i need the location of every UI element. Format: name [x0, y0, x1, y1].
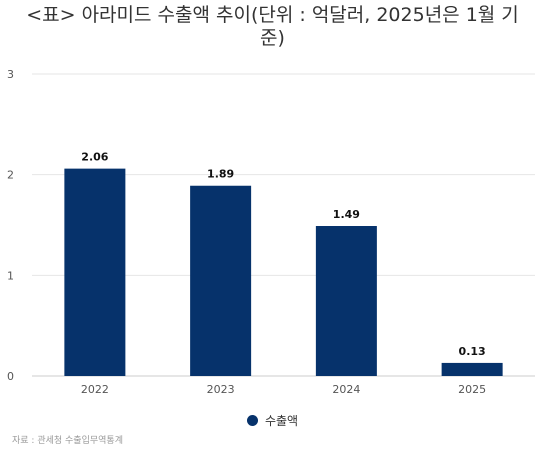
data-label: 0.13 — [459, 345, 486, 358]
y-tick-label: 2 — [7, 169, 14, 182]
x-tick-label: 2024 — [332, 383, 360, 396]
y-tick-label: 0 — [7, 370, 14, 383]
x-tick-label: 2023 — [207, 383, 235, 396]
chart-title: <표> 아라미드 수출액 추이(단위 : 억달러, 2025년은 1월 기준) — [26, 4, 519, 49]
bar — [315, 226, 377, 376]
y-tick-label: 3 — [7, 68, 14, 81]
x-tick-label: 2025 — [458, 383, 486, 396]
source-note: 자료 : 관세청 수출입무역통계 — [12, 436, 123, 446]
legend-swatch-icon — [246, 415, 258, 426]
bar — [64, 168, 126, 376]
data-label: 2.06 — [81, 151, 108, 164]
legend-label: 수출액 — [264, 414, 299, 428]
bar — [441, 362, 503, 376]
legend[interactable]: 수출액 — [0, 412, 545, 429]
data-label: 1.89 — [207, 168, 234, 181]
y-tick-label: 1 — [7, 269, 14, 282]
x-tick-label: 2022 — [81, 383, 109, 396]
bar — [190, 185, 252, 376]
data-label: 1.49 — [333, 208, 360, 221]
